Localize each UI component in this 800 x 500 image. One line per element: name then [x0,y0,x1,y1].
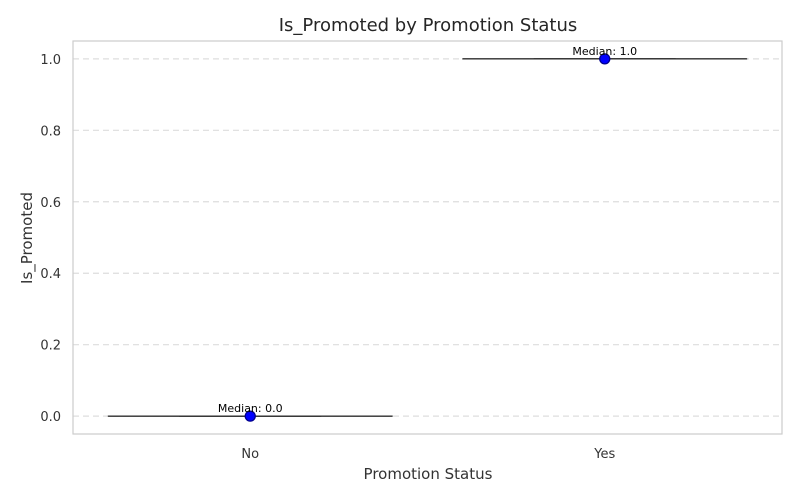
x-axis-title: Promotion Status [364,465,493,483]
box-yes: Median: 1.0 [462,45,748,65]
median-marker [244,410,256,422]
median-label: Median: 0.0 [218,402,283,415]
x-axis-ticks: No Yes [241,447,615,462]
y-tick-label: 0.4 [40,267,61,282]
plot-frame [72,40,783,435]
x-tick-label: Yes [593,447,615,462]
y-axis-ticks: 0.0 0.2 0.4 0.6 0.8 1.0 [40,53,61,425]
y-tick-label: 0.8 [40,124,61,139]
box-no: Median: 0.0 [107,402,393,422]
y-tick-label: 0.0 [40,410,61,425]
y-tick-label: 0.6 [40,196,61,211]
chart-title: Is_Promoted by Promotion Status [279,15,578,36]
x-tick-label: No [241,447,259,462]
grid-layer [73,58,782,417]
y-tick-label: 0.2 [40,339,61,354]
y-tick-label: 1.0 [40,53,61,68]
median-marker [599,53,611,65]
y-axis-title: Is_Promoted [18,192,37,284]
median-label: Median: 1.0 [572,45,637,58]
box-layer: Median: 0.0 Median: 1.0 [107,45,748,422]
